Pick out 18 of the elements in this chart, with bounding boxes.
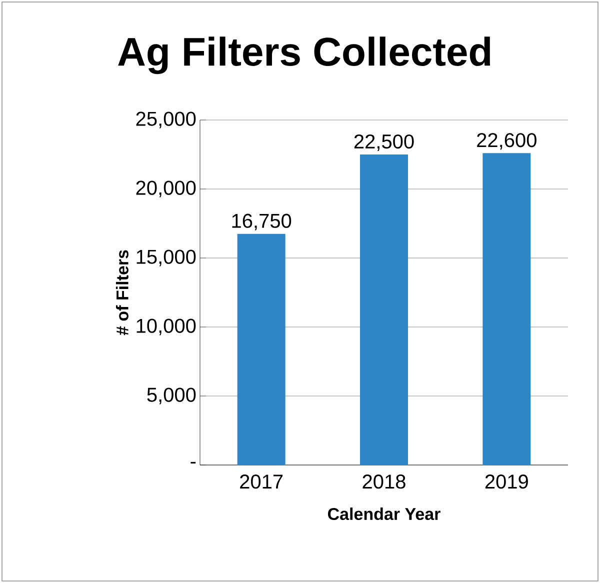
y-tick-label: 15,000: [136, 250, 196, 266]
y-tick-label: 10,000: [136, 318, 196, 336]
data-label: 22,500: [354, 134, 414, 151]
chart-title: Ag Filters Collected: [118, 36, 490, 74]
y-tick-label: 5,000: [147, 388, 196, 404]
x-tick-label: 2019: [485, 474, 528, 489]
x-tick-label: 2018: [362, 474, 406, 489]
y-tick-label: 20,000: [136, 180, 196, 198]
bar: [482, 153, 531, 465]
x-axis-title: Calendar Year: [328, 508, 440, 520]
data-label: 22,600: [477, 133, 536, 150]
x-tick-label: 2017: [240, 474, 283, 489]
y-axis-title: # of Filters: [116, 250, 128, 336]
y-tick-label: -: [190, 462, 196, 464]
bar: [237, 234, 286, 465]
data-label: 16,750: [232, 214, 292, 230]
y-tick-label: 25,000: [136, 112, 196, 128]
bar: [360, 154, 408, 465]
